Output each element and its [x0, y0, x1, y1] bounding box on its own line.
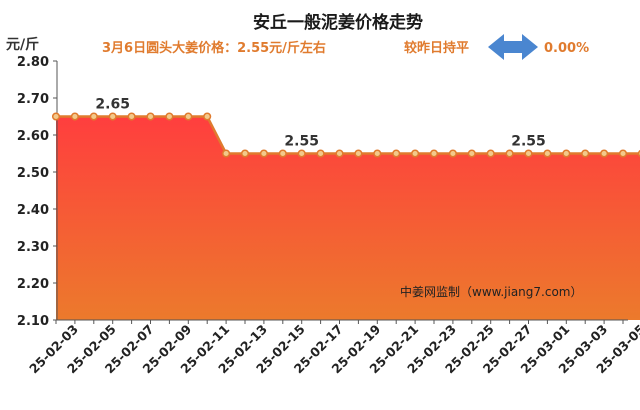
data-point: [203, 112, 212, 121]
data-point: [316, 149, 325, 158]
double-arrow-icon: [488, 34, 538, 60]
data-point: [411, 149, 420, 158]
data-point: [429, 149, 439, 158]
data-point: [297, 149, 306, 158]
data-point: [600, 149, 609, 158]
data-point: [51, 112, 61, 121]
data-point: [467, 149, 476, 158]
data-point: [505, 149, 514, 158]
data-point: [222, 149, 231, 158]
data-point: [278, 149, 287, 158]
chart-subtitle: 3月6日圆头大姜价格：2.55元/斤左右: [102, 40, 326, 56]
data-point: [89, 112, 98, 121]
data-point: [373, 149, 382, 158]
data-point: [259, 149, 268, 158]
data-point: [448, 149, 457, 158]
data-point: [127, 112, 136, 121]
y-axis-unit-label: 元/斤: [6, 36, 39, 53]
data-point: [486, 149, 495, 158]
y-tick-label: 2.20: [17, 277, 49, 292]
data-point: [70, 112, 79, 121]
data-point: [184, 112, 193, 121]
data-point: [146, 112, 155, 121]
y-tick-label: 2.50: [17, 166, 49, 181]
data-point: [108, 112, 117, 121]
data-label: 2.55: [511, 134, 546, 150]
data-label: 2.65: [95, 97, 130, 113]
chart-title: 安丘一般泥姜价格走势: [253, 12, 423, 33]
data-label: 2.55: [284, 134, 319, 150]
y-tick-label: 2.10: [17, 314, 49, 329]
y-tick-label: 2.40: [17, 203, 49, 218]
data-point: [165, 112, 174, 121]
data-point: [392, 149, 401, 158]
y-tick-label: 2.30: [17, 240, 49, 255]
data-point: [524, 149, 533, 158]
data-point: [543, 149, 552, 158]
data-point: [581, 149, 590, 158]
comparison-value: 0.00%: [544, 41, 589, 56]
data-point: [335, 149, 344, 158]
y-tick-label: 2.80: [17, 55, 49, 70]
watermark: 中姜网监制（www.jiang7.com）: [400, 284, 582, 299]
comparison-label: 较昨日持平: [404, 40, 469, 56]
data-point: [618, 149, 628, 158]
y-tick-label: 2.70: [17, 92, 49, 107]
plot-area: 2.102.202.302.402.502.602.702.8025-02-03…: [17, 55, 640, 376]
data-point: [354, 149, 363, 158]
data-point: [240, 149, 250, 158]
y-tick-label: 2.60: [17, 129, 49, 144]
data-point: [562, 149, 571, 158]
series-area: [56, 116, 640, 320]
